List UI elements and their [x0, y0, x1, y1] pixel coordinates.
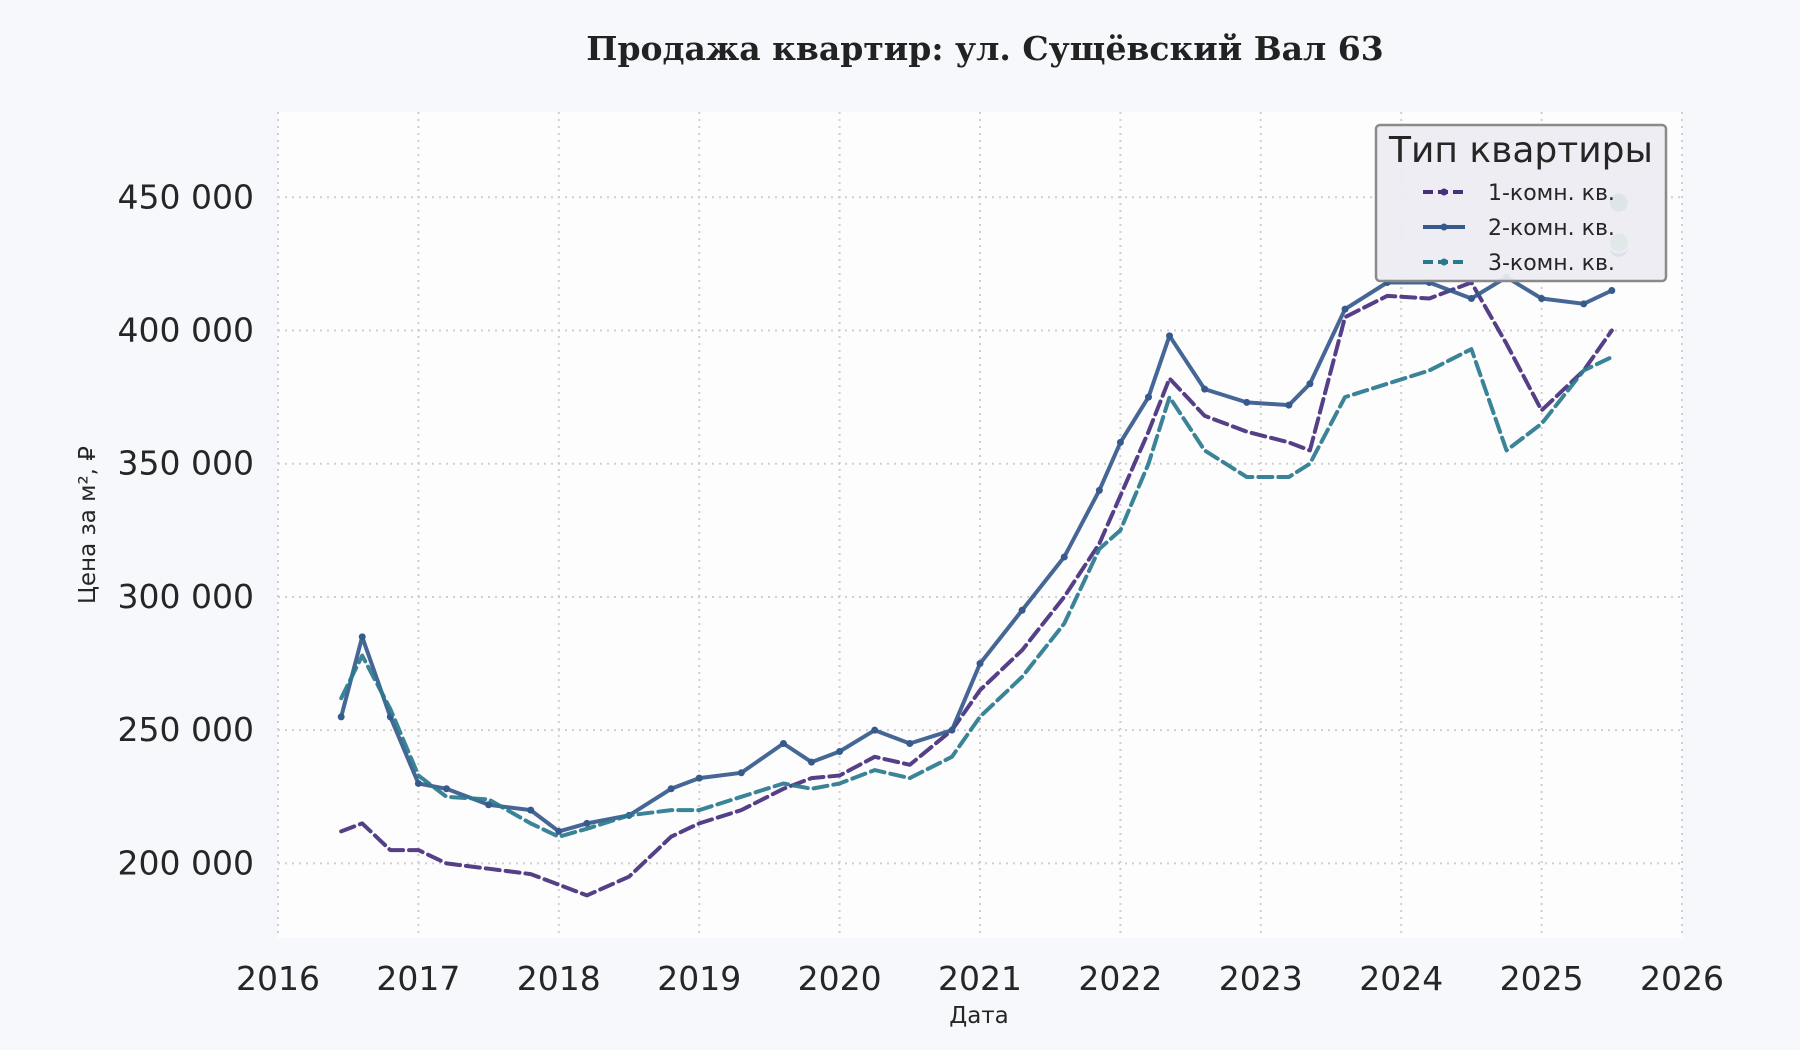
- data-point: [836, 747, 844, 755]
- data-point: [442, 785, 450, 793]
- data-point: [667, 785, 675, 793]
- data-point: [583, 819, 591, 827]
- x-tick-label: 2019: [657, 959, 741, 998]
- legend-label: 3-комн. кв.: [1488, 251, 1615, 276]
- x-tick-label: 2026: [1640, 959, 1724, 998]
- legend: Тип квартиры 1-комн. кв. 2-комн. кв. 3-ком…: [1374, 123, 1668, 283]
- data-point: [1243, 398, 1251, 406]
- data-point: [1608, 287, 1616, 295]
- x-tick-label: 2017: [376, 959, 460, 998]
- legend-box: [1374, 123, 1668, 283]
- x-tick-label: 2022: [1078, 959, 1162, 998]
- data-point: [779, 739, 787, 747]
- legend-marker: [1440, 223, 1448, 231]
- data-point: [1306, 380, 1314, 388]
- legend-label: 1-комн. кв.: [1488, 181, 1615, 206]
- data-point: [1538, 295, 1546, 303]
- data-point: [414, 779, 422, 787]
- x-axis-label: Дата: [949, 1003, 1009, 1029]
- chart-title: Продажа квартир: ул. Сущёвский Вал 63: [586, 29, 1383, 68]
- data-point: [695, 774, 703, 782]
- data-point: [485, 801, 493, 809]
- data-point: [1285, 401, 1293, 409]
- x-tick-label: 2021: [938, 959, 1022, 998]
- y-tick-label: 300 000: [118, 577, 254, 616]
- y-tick-label: 200 000: [118, 843, 254, 882]
- legend-marker: [1440, 258, 1448, 266]
- x-tick-label: 2016: [236, 959, 320, 998]
- data-point: [555, 827, 563, 835]
- legend-items: 1-комн. кв. 2-комн. кв. 3-комн. кв.: [1423, 181, 1615, 276]
- y-tick-label: 450 000: [118, 177, 254, 216]
- data-point: [1341, 305, 1349, 313]
- data-point: [976, 660, 984, 668]
- series-layer: [337, 273, 1616, 898]
- y-tick-label: 250 000: [118, 710, 254, 749]
- data-point: [948, 726, 956, 734]
- data-point: [1095, 486, 1103, 494]
- x-tick-label: 2020: [798, 959, 882, 998]
- data-point: [1166, 332, 1174, 340]
- data-point: [1467, 295, 1475, 303]
- series-line-3-room: [339, 347, 1614, 839]
- y-tick-label: 350 000: [118, 444, 254, 483]
- data-point: [871, 726, 879, 734]
- data-point: [1580, 300, 1588, 308]
- data-point: [808, 758, 816, 766]
- data-point: [1201, 385, 1209, 393]
- data-point: [1060, 553, 1068, 561]
- x-tick-label: 2023: [1219, 959, 1303, 998]
- data-point: [358, 633, 366, 641]
- x-tick-label: 2025: [1500, 959, 1584, 998]
- series-line-1-room: [339, 280, 1614, 898]
- x-axis-ticks: 2016 2017 2018 2019 2020 2021 2022 2023 2024 2025…: [236, 959, 1724, 998]
- y-axis-ticks: 200 000 250 000 300 000 350 000 400 000 450 0…: [118, 177, 254, 882]
- x-tick-label: 2024: [1359, 959, 1443, 998]
- data-point: [906, 739, 914, 747]
- legend-label: 2-комн. кв.: [1488, 216, 1615, 241]
- data-point: [1116, 438, 1124, 446]
- y-tick-label: 400 000: [118, 310, 254, 349]
- data-point: [527, 806, 535, 814]
- data-point: [1144, 393, 1152, 401]
- series-line-2-room: [339, 275, 1614, 834]
- legend-marker: [1440, 188, 1448, 196]
- data-point: [1018, 606, 1026, 614]
- legend-title: Тип квартиры: [1388, 130, 1653, 171]
- y-axis-label: Цена за м², ₽: [75, 446, 101, 604]
- data-point: [737, 769, 745, 777]
- data-point: [337, 713, 345, 721]
- x-tick-label: 2018: [517, 959, 601, 998]
